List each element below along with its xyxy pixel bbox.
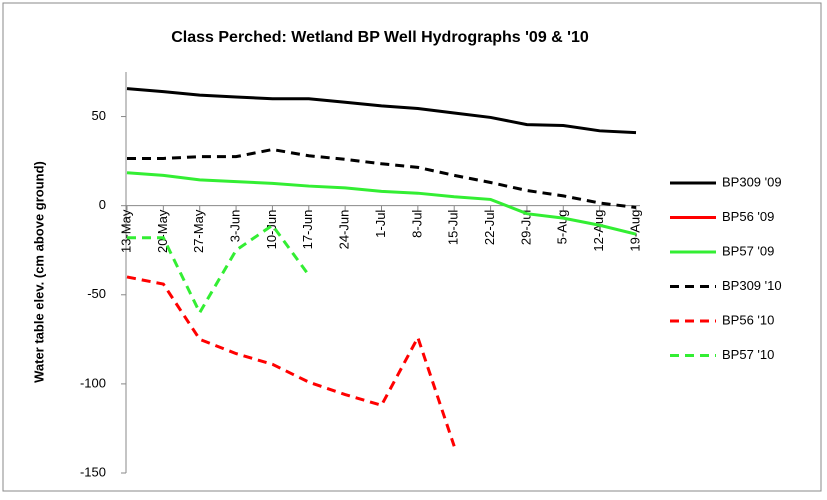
legend-label: BP57 '09: [722, 243, 774, 258]
y-tick-label: -50: [87, 286, 106, 301]
series-line: [127, 148, 637, 209]
x-tick-label: 13-May: [118, 209, 133, 253]
x-tick-label: 12-Aug: [591, 210, 606, 252]
x-tick-label: 10-Jun: [264, 210, 279, 250]
y-tick-label: -100: [80, 375, 106, 390]
chart-title: Class Perched: Wetland BP Well Hydrograp…: [171, 29, 589, 46]
y-axis-title: Water table elev. (cm above ground): [31, 161, 46, 383]
series-line: [127, 223, 310, 316]
x-tick-label: 27-May: [191, 209, 206, 253]
y-tick-label: -150: [80, 464, 106, 479]
x-tick-label: 24-Jun: [337, 210, 352, 250]
x-tick-label: 3-Jun: [228, 210, 243, 243]
legend-label: BP309 '10: [722, 278, 782, 293]
x-tick-label: 8-Jul: [409, 210, 424, 238]
x-tick-label: 15-Jul: [446, 210, 461, 246]
x-tick-label: 22-Jul: [482, 210, 497, 246]
y-tick-label: 50: [92, 108, 106, 123]
series-line: [126, 171, 637, 236]
legend-label: BP309 '09: [722, 174, 782, 189]
series-line: [126, 275, 456, 447]
chart-border: [2, 2, 822, 492]
x-tick-label: 17-Jun: [300, 210, 315, 250]
legend-label: BP57 '10: [722, 347, 774, 362]
x-tick-label: 29-Jul: [518, 210, 533, 246]
series-line: [126, 87, 637, 135]
x-tick-label: 19-Aug: [627, 210, 642, 252]
legend-label: BP56 '09: [722, 209, 774, 224]
x-tick-label: 20-May: [155, 209, 170, 253]
x-tick-label: 5-Aug: [555, 210, 570, 245]
y-tick-label: 0: [99, 197, 106, 212]
legend-label: BP56 '10: [722, 312, 774, 327]
x-tick-label: 1-Jul: [373, 210, 388, 238]
